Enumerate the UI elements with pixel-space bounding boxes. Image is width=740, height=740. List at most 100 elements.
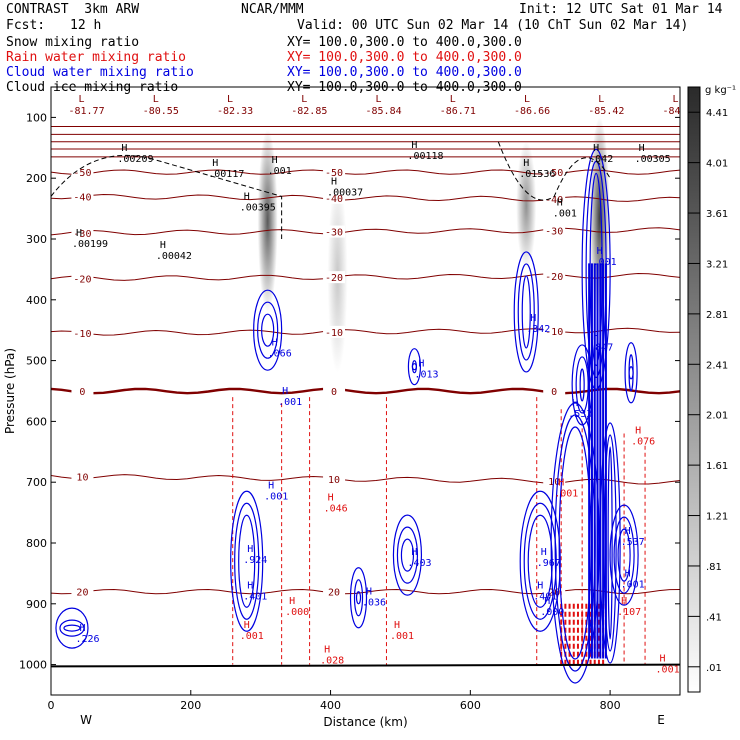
- high-value-label: .00037: [327, 187, 363, 198]
- field-cloudwater-name: Cloud water mixing ratio: [6, 65, 194, 80]
- high-marker: H: [593, 331, 599, 342]
- cloud-water-contour: [607, 446, 613, 640]
- colorbar: [687, 86, 701, 693]
- high-value-label: .046: [324, 503, 348, 514]
- high-value-label: .001: [278, 397, 302, 408]
- high-value-label: .001: [554, 488, 578, 499]
- cloud-water-contour: [407, 348, 422, 386]
- low-marker: L: [301, 94, 307, 105]
- y-tick-label: 700: [26, 476, 47, 489]
- high-marker: H: [635, 426, 641, 437]
- left-title: CONTRAST 3km ARW: [6, 2, 140, 17]
- contour-label-bg: [543, 270, 566, 283]
- high-marker: H: [537, 581, 543, 592]
- y-tick-label: 800: [26, 537, 47, 550]
- x-axis-label: Distance (km): [323, 715, 407, 729]
- high-value-label: .001: [621, 579, 645, 590]
- contour-label-bg: [323, 585, 346, 598]
- x-tick-label: 400: [320, 699, 341, 712]
- high-marker: H: [544, 596, 550, 607]
- contour-label-bg: [543, 224, 566, 237]
- high-value-label: .107: [617, 607, 641, 618]
- cloud-water-contour: [257, 301, 279, 359]
- cloud-water-contour: [230, 490, 264, 632]
- low-marker: L: [450, 94, 456, 105]
- low-value-label: -86.66: [514, 106, 550, 117]
- temperature-contour-label: -30: [325, 228, 343, 239]
- high-marker: H: [572, 398, 578, 409]
- high-marker: H: [272, 337, 278, 348]
- high-value-label: .342: [526, 324, 550, 335]
- y-tick-label: 500: [26, 355, 47, 368]
- high-marker: H: [530, 313, 536, 324]
- contour-label-bg: [323, 271, 346, 284]
- low-value-label: -86.71: [440, 106, 476, 117]
- high-value-label: .001: [390, 631, 414, 642]
- cloud-water-contour: [519, 490, 561, 632]
- high-marker: H: [272, 155, 278, 166]
- temperature-contour: [51, 327, 680, 336]
- contour-label-bg: [323, 191, 346, 204]
- cloud-water-contour: [411, 363, 418, 371]
- high-value-label: .00118: [407, 151, 443, 162]
- valid-time: Valid: 00 UTC Sun 02 Mar 14 (10 ChT Sun …: [297, 18, 689, 33]
- high-marker: H: [244, 192, 250, 203]
- y-tick-label: 900: [26, 598, 47, 611]
- cloud-water-contour: [396, 526, 419, 584]
- contour-label-bg: [71, 226, 94, 239]
- contour-label-bg: [543, 192, 566, 205]
- colorbar-tick-label: 1.61: [706, 461, 728, 472]
- contour-label-bg: [543, 166, 566, 179]
- colorbar-unit: g kg⁻¹: [705, 85, 736, 96]
- low-value-label: -85.84: [366, 106, 402, 117]
- cloud-water-contour: [579, 368, 585, 402]
- temperature-contour-label: 10: [76, 472, 88, 483]
- high-value-label: .537: [621, 537, 645, 548]
- cloud-water-contour: [63, 624, 81, 632]
- high-marker: H: [212, 158, 218, 169]
- colorbar-tick-label: .81: [706, 562, 722, 573]
- low-marker: L: [673, 94, 679, 105]
- temperature-contour-label: 0: [331, 387, 337, 398]
- high-value-label: .533: [568, 409, 592, 420]
- temperature-contour: [51, 193, 680, 202]
- low-marker: L: [598, 94, 604, 105]
- high-marker: H: [76, 228, 82, 239]
- contour-label-bg: [323, 385, 346, 397]
- high-marker: H: [639, 143, 645, 154]
- high-value-label: .036: [362, 598, 386, 609]
- cloud-water-contour: [613, 516, 635, 594]
- colorbar-tick-label: 3.61: [706, 209, 728, 220]
- high-marker: H: [625, 568, 631, 579]
- high-value-label: .924: [243, 555, 267, 566]
- high-marker: H: [523, 158, 529, 169]
- temperature-contour: [51, 169, 680, 175]
- high-marker: H: [121, 143, 127, 154]
- cloud-water-contour: [617, 528, 631, 582]
- contour-label-bg: [543, 474, 566, 487]
- contour-label-bg: [71, 585, 94, 598]
- cloud-water-contour: [558, 426, 592, 660]
- cloud-water-contour: [521, 275, 531, 349]
- high-value-label: .000: [285, 607, 309, 618]
- plot-frame: [50, 86, 681, 696]
- cloud-water-contour: [55, 607, 89, 649]
- temperature-contour: [51, 474, 680, 485]
- contour-label-bg: [323, 325, 346, 338]
- low-value-label: -80.55: [143, 106, 179, 117]
- plot-interior: -50 -50 -50 -40 -40 -40 -30 -30 -30 -20 -20 -20 -10 -…: [51, 94, 680, 684]
- high-marker: H: [597, 246, 603, 257]
- high-value-label: .00199: [72, 239, 108, 250]
- low-marker: L: [153, 94, 159, 105]
- low-value-label: -82.33: [217, 106, 253, 117]
- x-tick-label: 600: [460, 699, 481, 712]
- cloud-water-contour: [353, 579, 364, 617]
- high-marker: H: [247, 544, 253, 555]
- contour-label-bg: [323, 225, 346, 238]
- temperature-contour-label: -50: [73, 168, 91, 179]
- cloud-water-contour: [355, 591, 362, 605]
- high-value-label: .076: [631, 437, 655, 448]
- fcst-label: Fcst:: [6, 18, 46, 33]
- temperature-contour-label: 20: [328, 588, 340, 599]
- colorbar-tick-label: 2.01: [706, 411, 728, 422]
